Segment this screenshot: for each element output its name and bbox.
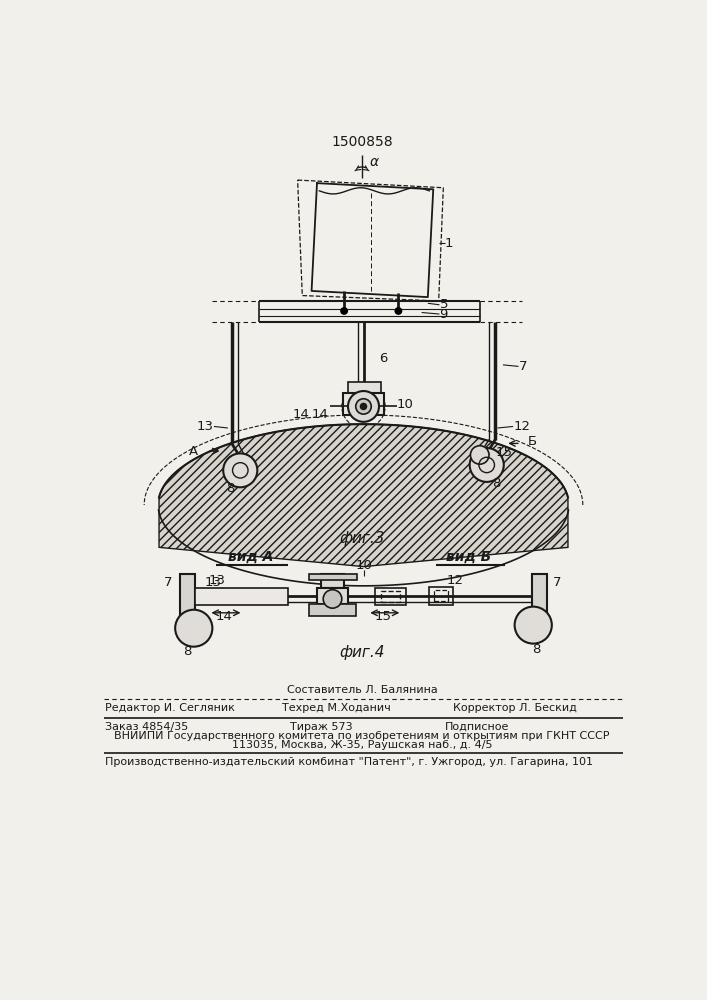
Text: 8: 8 <box>183 645 192 658</box>
Text: вид А: вид А <box>228 550 274 564</box>
Text: 10: 10 <box>355 559 372 572</box>
Text: 10: 10 <box>397 398 414 411</box>
Text: Тираж 573: Тираж 573 <box>290 722 353 732</box>
Bar <box>375 588 406 605</box>
Bar <box>434 590 448 601</box>
Text: Редактор И. Сегляник: Редактор И. Сегляник <box>105 703 235 713</box>
Bar <box>348 382 380 393</box>
Text: 8: 8 <box>493 477 501 490</box>
Text: Подписное: Подписное <box>445 722 509 732</box>
Text: 7: 7 <box>163 576 172 589</box>
Text: 13: 13 <box>197 420 214 433</box>
Text: 5: 5 <box>440 298 448 311</box>
Text: фиг.3: фиг.3 <box>339 531 385 546</box>
Text: Составитель Л. Балянина: Составитель Л. Балянина <box>286 685 438 695</box>
Circle shape <box>356 399 371 414</box>
Text: Заказ 4854/35: Заказ 4854/35 <box>105 722 189 732</box>
Circle shape <box>470 446 489 464</box>
Text: 1500858: 1500858 <box>331 135 393 149</box>
Text: 15: 15 <box>495 446 513 459</box>
Text: 15: 15 <box>375 610 392 623</box>
Circle shape <box>341 308 347 314</box>
Text: 8: 8 <box>226 482 235 495</box>
Bar <box>429 587 452 605</box>
Circle shape <box>395 308 402 314</box>
Text: 13: 13 <box>204 576 221 588</box>
Bar <box>381 591 400 602</box>
Text: 6: 6 <box>379 352 387 365</box>
Text: 14: 14 <box>216 610 233 623</box>
Text: Б: Б <box>528 435 537 448</box>
Circle shape <box>515 607 552 644</box>
Bar <box>343 393 385 415</box>
Text: 9: 9 <box>440 308 448 321</box>
Circle shape <box>175 610 212 647</box>
Circle shape <box>469 448 504 482</box>
Text: ВНИИПИ Государственного комитета по изобретениям и открытиям при ГКНТ СССР: ВНИИПИ Государственного комитета по изоб… <box>115 731 609 741</box>
Circle shape <box>348 391 379 422</box>
Circle shape <box>323 590 341 608</box>
Text: 14: 14 <box>312 408 329 421</box>
Bar <box>317 588 348 604</box>
Text: 12: 12 <box>513 420 530 433</box>
Circle shape <box>223 453 257 487</box>
Text: А: А <box>189 445 199 458</box>
Text: 13: 13 <box>209 574 226 587</box>
Text: Корректор Л. Бескид: Корректор Л. Бескид <box>452 703 576 713</box>
Text: 14: 14 <box>293 408 309 421</box>
Text: 7: 7 <box>554 576 562 589</box>
Bar <box>180 574 195 632</box>
Bar <box>195 588 288 605</box>
Bar <box>309 574 357 580</box>
Text: фиг.4: фиг.4 <box>339 645 385 660</box>
Text: 7: 7 <box>518 360 527 373</box>
Polygon shape <box>159 424 568 567</box>
Text: 113035, Москва, Ж-35, Раушская наб., д. 4/5: 113035, Москва, Ж-35, Раушская наб., д. … <box>232 740 492 750</box>
Text: 8: 8 <box>532 643 541 656</box>
Text: $\alpha$: $\alpha$ <box>369 155 380 169</box>
Bar <box>532 574 547 632</box>
Text: вид Б: вид Б <box>445 550 491 564</box>
Text: 12: 12 <box>446 574 463 587</box>
Text: Техред М.Ходанич: Техред М.Ходанич <box>282 703 391 713</box>
Text: 1: 1 <box>445 237 453 250</box>
Bar <box>321 574 344 588</box>
Bar <box>309 604 356 616</box>
Circle shape <box>361 403 367 410</box>
Text: Производственно-издательский комбинат "Патент", г. Ужгород, ул. Гагарина, 101: Производственно-издательский комбинат "П… <box>105 757 593 767</box>
